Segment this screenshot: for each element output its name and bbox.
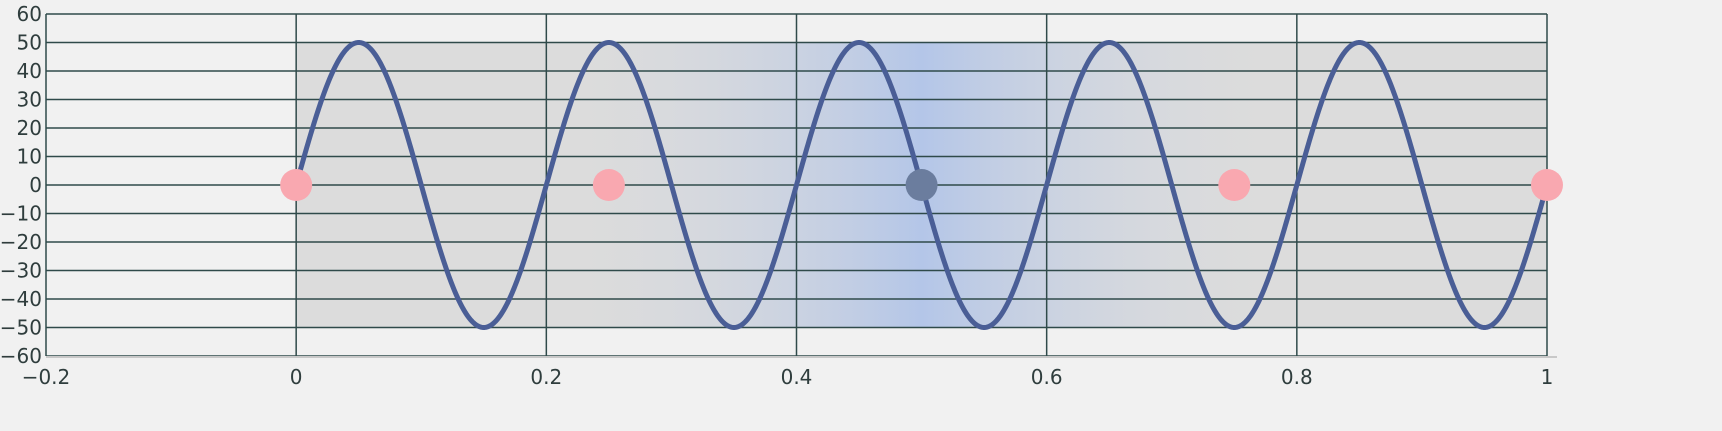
x-tick-label-0: −0.2 [22,365,71,389]
y-tick-label-5: −10 [0,202,42,226]
y-tick-label-7: 10 [17,145,42,169]
y-tick-label-2: −40 [0,287,42,311]
y-tick-label-3: −30 [0,259,42,283]
y-tick-label-0: −60 [0,344,42,368]
y-tick-label-12: 60 [17,2,42,26]
markers-layer [280,169,1563,201]
y-tick-label-9: 30 [17,88,42,112]
x-tick-label-6: 1 [1541,365,1554,389]
marker-point-1 [592,169,625,201]
x-tick-label-5: 0.8 [1281,365,1313,389]
y-tick-label-1: −50 [0,316,42,340]
marker-point-0 [280,169,313,201]
x-tick-label-1: 0 [290,365,303,389]
y-tick-label-11: 50 [17,31,42,55]
y-tick-label-6: 0 [29,173,42,197]
marker-point-3 [1218,169,1251,201]
tick-labels: −60 −50 −40 −30 −20 −10 0 10 20 30 40 50 60 −0.2 0 0.2 0… [0,2,1553,389]
x-tick-label-2: 0.2 [530,365,562,389]
y-tick-label-4: −20 [0,230,42,254]
x-tick-label-3: 0.4 [781,365,813,389]
marker-point-4 [1531,169,1563,201]
marker-point-2 [905,169,938,201]
y-tick-label-8: 20 [17,116,42,140]
y-tick-label-10: 40 [17,59,42,83]
x-tick-label-4: 0.6 [1031,365,1063,389]
